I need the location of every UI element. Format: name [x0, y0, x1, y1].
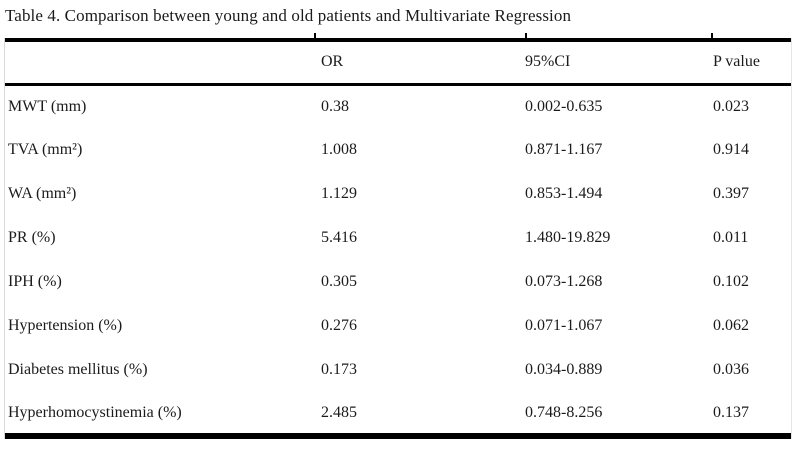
ci-value: 0.073-1.268 [525, 273, 603, 290]
p-value: 0.137 [713, 403, 749, 421]
table-row: WA (mm²) 1.129 0.853-1.494 0.397 [5, 172, 791, 216]
row-label: WA (mm²) [8, 185, 77, 202]
column-tick-icon [314, 33, 316, 38]
ci-value: 0.748-8.256 [525, 403, 603, 421]
row-label: PR (%) [8, 229, 56, 246]
or-value: 2.485 [321, 403, 357, 421]
or-value: 0.305 [321, 273, 357, 290]
table-body: MWT (mm) 0.38 0.002-0.635 0.023 TVA (mm²… [5, 84, 791, 436]
table-row: MWT (mm) 0.38 0.002-0.635 0.023 [5, 84, 791, 128]
ci-value: 0.853-1.494 [525, 185, 603, 202]
row-label: Diabetes mellitus (%) [8, 361, 148, 378]
column-tick-icon [525, 33, 527, 38]
table-row: Diabetes mellitus (%) 0.173 0.034-0.889 … [5, 348, 791, 392]
header-variable [5, 40, 313, 84]
or-value: 0.38 [321, 97, 349, 115]
table-header: OR 95%CI P value [5, 40, 791, 84]
p-value: 0.102 [713, 273, 749, 290]
or-value: 5.416 [321, 229, 357, 246]
p-value: 0.914 [713, 141, 749, 158]
p-value: 0.397 [713, 185, 749, 202]
p-value: 0.062 [713, 317, 749, 334]
header-or: OR [321, 53, 344, 71]
row-label: Hyperhomocystinemia (%) [8, 403, 182, 421]
ci-value: 0.034-0.889 [525, 361, 603, 378]
ci-value: 0.871-1.167 [525, 141, 603, 158]
p-value: 0.036 [713, 361, 749, 378]
regression-table: OR 95%CI P value MWT (mm) 0.38 0.002-0.6… [4, 33, 792, 439]
row-label: IPH (%) [8, 273, 62, 290]
or-value: 1.008 [321, 141, 357, 158]
header-ci: 95%CI [525, 53, 571, 71]
table-row: Hyperhomocystinemia (%) 2.485 0.748-8.25… [5, 392, 791, 436]
or-value: 0.173 [321, 361, 357, 378]
table-row: Hypertension (%) 0.276 0.071-1.067 0.062 [5, 304, 791, 348]
ci-value: 1.480-19.829 [525, 229, 611, 246]
row-label: MWT (mm) [8, 97, 87, 115]
column-tick-icon [711, 33, 713, 38]
ci-value: 0.071-1.067 [525, 317, 603, 334]
table-caption: Table 4. Comparison between young and ol… [5, 6, 572, 25]
p-value: 0.023 [713, 97, 749, 115]
row-label: Hypertension (%) [8, 317, 123, 334]
header-pvalue: P value [713, 53, 760, 71]
header-row: OR 95%CI P value [5, 40, 791, 84]
table-row: PR (%) 5.416 1.480-19.829 0.011 [5, 216, 791, 260]
table-row: IPH (%) 0.305 0.073-1.268 0.102 [5, 260, 791, 304]
p-value: 0.011 [713, 229, 749, 246]
ci-value: 0.002-0.635 [525, 97, 603, 115]
or-value: 1.129 [321, 185, 357, 202]
data-table: OR 95%CI P value MWT (mm) 0.38 0.002-0.6… [5, 38, 791, 439]
or-value: 0.276 [321, 317, 357, 334]
row-label: TVA (mm²) [8, 141, 83, 158]
table-row: TVA (mm²) 1.008 0.871-1.167 0.914 [5, 128, 791, 172]
